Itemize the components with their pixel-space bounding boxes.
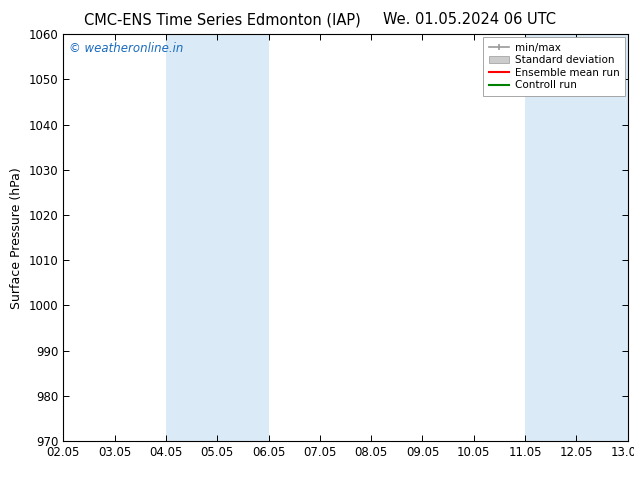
- Text: CMC-ENS Time Series Edmonton (IAP): CMC-ENS Time Series Edmonton (IAP): [84, 12, 360, 27]
- Legend: min/max, Standard deviation, Ensemble mean run, Controll run: min/max, Standard deviation, Ensemble me…: [483, 37, 624, 96]
- Text: © weatheronline.in: © weatheronline.in: [69, 43, 183, 55]
- Text: We. 01.05.2024 06 UTC: We. 01.05.2024 06 UTC: [383, 12, 555, 27]
- Bar: [166, 34, 217, 441]
- Bar: [217, 34, 269, 441]
- Bar: [576, 34, 628, 441]
- Bar: [525, 34, 576, 441]
- Y-axis label: Surface Pressure (hPa): Surface Pressure (hPa): [10, 167, 23, 309]
